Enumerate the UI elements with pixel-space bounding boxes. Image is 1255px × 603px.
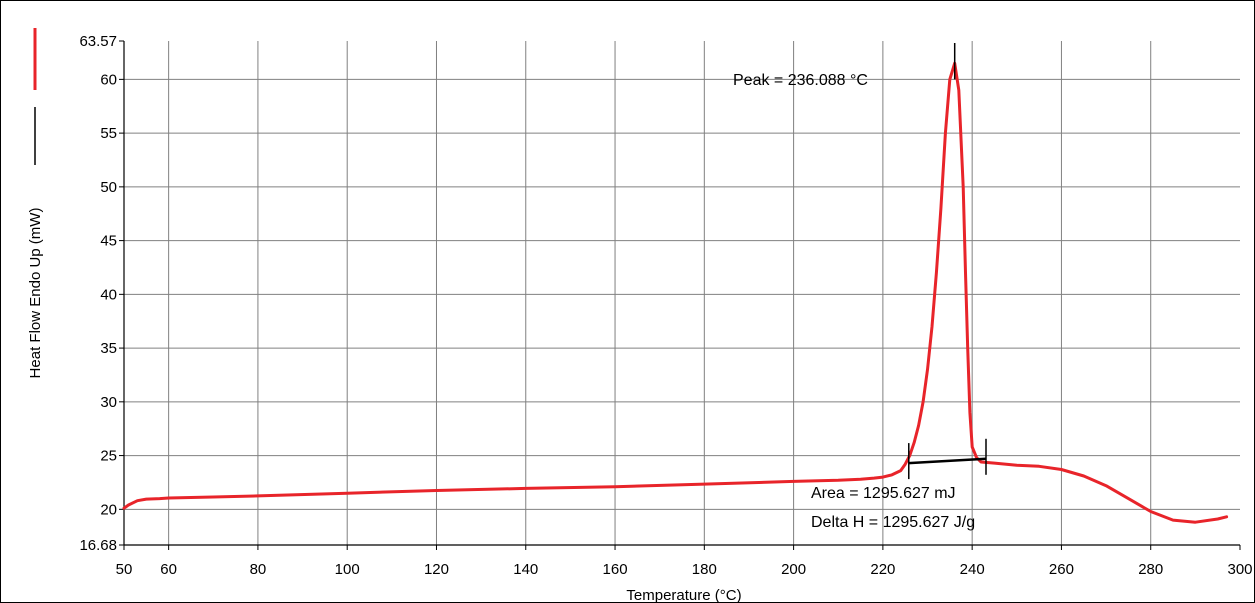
y-tick-label: 40 [100, 286, 117, 303]
x-tick-label: 160 [603, 561, 628, 578]
axes [119, 40, 1241, 550]
x-tick-label: 300 [1227, 561, 1252, 578]
y-tick-label: 55 [100, 125, 117, 142]
y-tick-label: 63.57 [79, 33, 117, 50]
y-tick-label: 60 [100, 71, 117, 88]
x-tick-label: 120 [424, 561, 449, 578]
x-tick-label: 240 [960, 561, 985, 578]
series [122, 43, 1229, 524]
y-axis-label: Heat Flow Endo Up (mW) [27, 208, 44, 379]
x-tick-label: 50 [116, 561, 133, 578]
x-tick-label: 220 [870, 561, 895, 578]
y-tick-label: 30 [100, 394, 117, 411]
x-tick-label: 80 [250, 561, 267, 578]
y-tick-label: 50 [100, 179, 117, 196]
x-tick-label: 280 [1138, 561, 1163, 578]
y-tick-labels: 16.68 20 25 30 35 40 45 50 55 60 63.57 [79, 33, 117, 554]
x-tick-label: 100 [335, 561, 360, 578]
y-tick-label: 20 [100, 501, 117, 518]
grid [124, 41, 1240, 545]
x-tick-label: 180 [692, 561, 717, 578]
y-tick-label: 25 [100, 448, 117, 465]
delta-h-annotation: Delta H = 1295.627 J/g [811, 514, 975, 531]
x-tick-label: 60 [160, 561, 177, 578]
x-tick-label: 260 [1049, 561, 1074, 578]
area-annotation: Area = 1295.627 mJ [811, 485, 956, 502]
peak-annotation: Peak = 236.088 °C [733, 72, 868, 89]
y-tick-label: 45 [100, 233, 117, 250]
integration-baseline [908, 457, 987, 465]
y-tick-label: 16.68 [79, 537, 117, 554]
x-tick-labels: 50 60 80 100 120 140 160 180 200 220 240 260 280 300 [116, 561, 1253, 578]
x-tick-label: 140 [513, 561, 538, 578]
heat-flow-curve [122, 61, 1229, 524]
x-tick-label: 200 [781, 561, 806, 578]
x-axis-label: Temperature (°C) [626, 587, 741, 603]
y-tick-label: 35 [100, 340, 117, 357]
